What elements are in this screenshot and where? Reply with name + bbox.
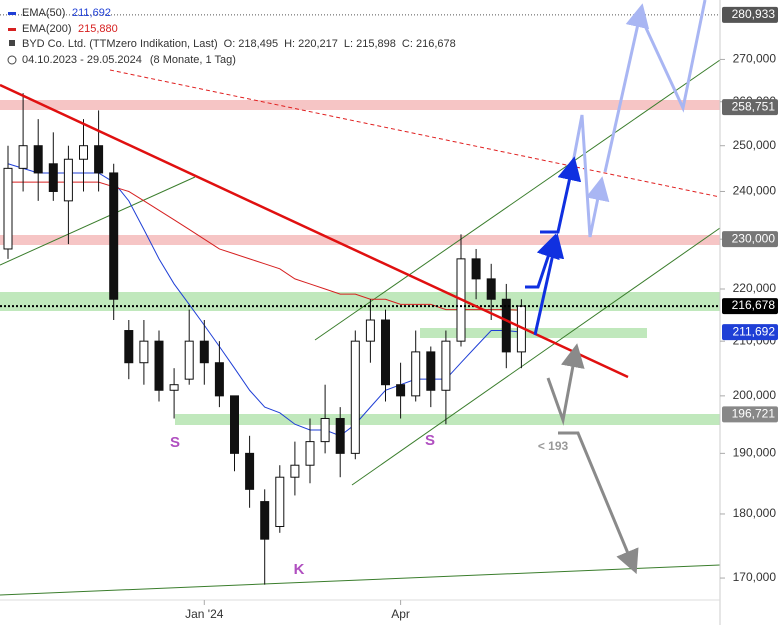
- y-tick-label: 240,000: [733, 184, 777, 198]
- candle-body: [426, 351, 436, 391]
- ohlc: H: 220,217: [284, 38, 338, 50]
- candle-body: [79, 145, 88, 160]
- candle-body: [305, 441, 315, 466]
- candle-body: [441, 340, 451, 391]
- level-box: [722, 298, 778, 315]
- y-tick-label: 180,000: [733, 506, 777, 520]
- ohlc: O: 218,495: [224, 38, 278, 50]
- downtrend-line: [0, 83, 629, 379]
- y-tick-label: 250,000: [733, 138, 777, 152]
- annotation: S: [425, 432, 435, 449]
- period-note: (8 Monate, 1 Tag): [150, 54, 236, 66]
- legend-label: EMA(200): [22, 23, 72, 35]
- level-label: 280,933: [732, 7, 776, 21]
- instrument: BYD Co. Ltd. (TTMzero Indikation, Last): [22, 38, 218, 50]
- level-label: 230,000: [732, 231, 776, 245]
- candle-body: [486, 278, 496, 300]
- candle-body: [18, 145, 28, 169]
- legend-label: EMA(50): [22, 7, 65, 19]
- trend-lines: [0, 59, 721, 596]
- x-tick-label: Apr: [391, 607, 410, 621]
- candle-body: [63, 158, 73, 202]
- legend-swatch: [8, 12, 16, 15]
- candle-body: [169, 384, 179, 391]
- legend-swatch: [8, 28, 16, 31]
- candle-body: [275, 476, 285, 527]
- x-tick-label: Jan '24: [185, 607, 224, 621]
- candle-body: [365, 319, 375, 342]
- level-box: [722, 231, 778, 248]
- ema-line: [7, 163, 522, 437]
- y-tick-label: 220,000: [733, 281, 777, 295]
- candle-body: [290, 464, 300, 478]
- legend-label: BYD Co. Ltd. (TTMzero Indikation, Last) O…: [22, 38, 456, 50]
- level-label: 258,751: [732, 99, 776, 113]
- candle-body: [109, 172, 119, 300]
- annotation: S: [170, 434, 180, 451]
- candle-body: [381, 319, 390, 386]
- projection: [525, 0, 707, 575]
- candle-body: [214, 362, 224, 397]
- candle-body: [154, 340, 164, 391]
- level-box: [722, 6, 778, 23]
- legend-swatch: [9, 40, 15, 46]
- ohlc: C: 216,678: [402, 38, 456, 50]
- resistance-zone: [0, 100, 720, 110]
- y-tick-label: 200,000: [733, 388, 777, 402]
- candle-body: [94, 145, 104, 174]
- candle-body: [335, 418, 345, 454]
- support-zone: [175, 414, 720, 425]
- candle-body: [471, 258, 481, 280]
- period: 04.10.2023 - 29.05.2024 (8 Monate, 1 Tag): [22, 54, 236, 66]
- candle-body: [350, 340, 360, 454]
- annotation: < 193: [538, 439, 569, 453]
- candle-body: [320, 418, 330, 443]
- level-box: [722, 324, 778, 341]
- candle-body: [48, 163, 58, 192]
- legend-value: 215,880: [78, 23, 118, 35]
- level-box: [722, 99, 778, 116]
- clock-icon: [7, 55, 17, 65]
- candle-body: [245, 452, 255, 490]
- level-box: [722, 406, 778, 423]
- level-label: 211,692: [733, 324, 776, 338]
- candle-body: [33, 145, 43, 174]
- candle-body: [199, 340, 209, 364]
- period-range: 04.10.2023 - 29.05.2024: [22, 54, 142, 66]
- legend-value: 211,692: [72, 7, 111, 19]
- resistance-zone: [0, 235, 720, 245]
- y-tick-label: 270,000: [733, 52, 777, 66]
- level-label: 216,678: [732, 298, 776, 312]
- ema-line: [8, 181, 522, 311]
- y-tick-label: 170,000: [733, 570, 777, 584]
- candle-body: [411, 351, 421, 397]
- candle-body: [501, 298, 511, 353]
- candle-body: [260, 501, 270, 540]
- ohlc: L: 215,898: [344, 38, 396, 50]
- candle-body: [124, 330, 134, 364]
- annotation: K: [294, 561, 305, 578]
- support-zone: [0, 292, 720, 311]
- candle-body: [184, 340, 194, 380]
- candle-body: [396, 384, 406, 397]
- legend: EMA(50) 211,692 EMA(200) 215,880 BYD Co.…: [7, 7, 456, 66]
- y-tick-label: 190,000: [733, 446, 777, 460]
- candle-body: [3, 167, 13, 250]
- candle-body: [230, 395, 239, 454]
- level-label: 196,721: [732, 407, 776, 421]
- candle-body: [139, 340, 149, 364]
